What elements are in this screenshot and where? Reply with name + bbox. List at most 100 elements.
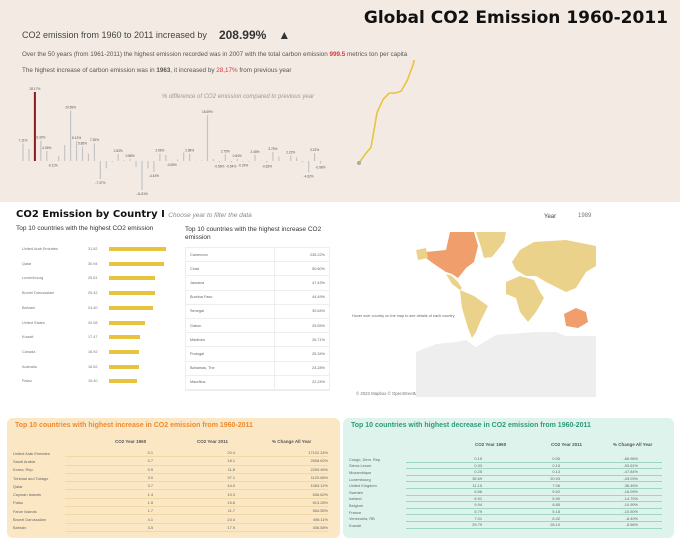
bar-1965[interactable] — [46, 151, 48, 161]
bar-1988[interactable] — [183, 152, 185, 161]
bar-1996[interactable] — [230, 161, 232, 163]
bar-1984[interactable] — [159, 153, 161, 161]
table-row[interactable]: Iceland 6.91 5.90 -14.70% — [349, 496, 662, 503]
country-bar-row[interactable]: Kuwait 17.47 — [22, 332, 141, 342]
table-row[interactable]: Maldives 26.71% — [186, 333, 329, 348]
bar-1989[interactable] — [189, 153, 191, 161]
table-row[interactable]: United Arab Emirates 0.1 20.4 17102.24% — [13, 449, 328, 458]
bar-label: -0.56% — [214, 164, 224, 168]
table-row[interactable]: Kuwait 29.79 28.10 -5.66% — [349, 522, 662, 529]
bar-2003[interactable] — [272, 151, 274, 161]
country-bar-row[interactable]: Qatar 30.94 — [22, 259, 165, 269]
country-bar-row[interactable]: United States 20.08 — [22, 318, 145, 328]
table-row[interactable]: Bahamas, The 24.28% — [186, 361, 329, 376]
table-row[interactable]: Palau 1.5 15.6 613.28% — [13, 499, 328, 508]
bar-1971[interactable] — [81, 146, 84, 161]
year-filter-select[interactable]: 1989 — [578, 213, 592, 219]
bar-1967[interactable] — [58, 156, 60, 161]
bar-2011[interactable] — [319, 161, 322, 164]
bar-1968[interactable] — [64, 145, 66, 161]
bar-1983[interactable] — [153, 161, 155, 172]
bar-1995[interactable] — [224, 154, 226, 161]
bar-1985[interactable] — [165, 154, 167, 161]
start-point[interactable] — [357, 161, 361, 165]
bar-1970[interactable] — [75, 141, 78, 161]
table-row[interactable]: Mozambique 0.25 0.13 -47.84% — [349, 469, 662, 476]
table-row[interactable]: Jamaica 47.43% — [186, 276, 329, 291]
bar-1994[interactable] — [218, 161, 220, 163]
north-america[interactable] — [426, 232, 478, 278]
table-row[interactable]: Portugal 25.34% — [186, 347, 329, 362]
bar-1992[interactable] — [206, 115, 209, 161]
bar-1964[interactable] — [40, 140, 42, 161]
country-bar-row[interactable]: United Arab Emirates 31.82 — [22, 244, 166, 254]
bar-1974[interactable] — [99, 161, 101, 180]
bar-2010[interactable] — [313, 153, 316, 161]
table-row[interactable]: Gabon 29.55% — [186, 318, 329, 334]
south-america[interactable] — [460, 290, 488, 338]
bar-label: 7.28% — [90, 138, 99, 142]
bar-1962[interactable] — [28, 148, 30, 161]
bar-1982[interactable] — [147, 161, 149, 169]
bar-1993[interactable] — [212, 159, 214, 161]
country-bar-row[interactable]: Luxembourg 25.61 — [22, 273, 155, 283]
bar-1977[interactable] — [117, 154, 119, 161]
bar-2009[interactable] — [308, 161, 310, 173]
table-row[interactable]: Saudi Arabia 0.7 18.1 2658.62% — [13, 457, 328, 466]
eurasia[interactable] — [512, 240, 596, 292]
bar-1980[interactable] — [135, 161, 137, 168]
bar-1981[interactable] — [141, 161, 143, 190]
table-row[interactable]: Burkina Faso 44.49% — [186, 290, 329, 305]
table-row[interactable]: Mauritius 22.24% — [186, 375, 329, 390]
greenland[interactable] — [476, 232, 506, 258]
table-row[interactable]: Qatar 3.7 44.0 1083.12% — [13, 482, 328, 491]
country-bar-row[interactable]: Palau 15.40 — [22, 376, 137, 386]
country-bar-row[interactable]: Bahrain 24.40 — [22, 303, 153, 313]
table-row[interactable]: Luxembourg 36.69 20.93 -43.03% — [349, 476, 662, 483]
bar-1976[interactable] — [111, 161, 113, 163]
bar-1969[interactable] — [70, 110, 72, 161]
table-row[interactable]: Sweden 6.56 5.52 -16.09% — [349, 489, 662, 496]
bar-1979[interactable] — [129, 158, 131, 161]
table-row[interactable]: Congo, Dem. Rep. 0.15 0.05 -66.96% — [349, 456, 662, 463]
bar-2006[interactable] — [290, 155, 292, 161]
central-america[interactable] — [446, 274, 462, 290]
country-bar-row[interactable]: Brunei Darussalam 25.42 — [22, 288, 155, 298]
africa[interactable] — [506, 276, 544, 322]
table-row[interactable]: Cayman Islands 1.4 10.3 636.62% — [13, 490, 328, 499]
table-row[interactable]: Senegal 30.64% — [186, 304, 329, 319]
bar-1972[interactable] — [87, 153, 90, 161]
table-row[interactable]: Belgium 9.94 8.85 -10.99% — [349, 502, 662, 509]
bar-2008[interactable] — [302, 161, 304, 163]
table-row[interactable]: Korea, Rep. 0.5 11.8 2259.46% — [13, 466, 328, 474]
bar-1978[interactable] — [123, 160, 125, 161]
country-bar-row[interactable]: Australia 16.52 — [22, 362, 139, 372]
alaska[interactable] — [416, 248, 428, 260]
bar-1997[interactable] — [236, 158, 238, 161]
country-bar-row[interactable]: Canada 16.92 — [22, 347, 140, 357]
table-row[interactable]: Cameroon 235.22% — [186, 248, 329, 263]
table-row[interactable]: France 5.79 5.18 -10.50% — [349, 509, 662, 516]
bar-2007[interactable] — [296, 157, 298, 161]
table-row[interactable]: Sierra Leone 0.33 0.15 -53.61% — [349, 463, 662, 470]
table-row[interactable]: Bahrain 3.5 17.9 406.58% — [13, 524, 328, 532]
bar-1973[interactable] — [93, 143, 95, 161]
bar-1999[interactable] — [248, 161, 250, 162]
table-row[interactable]: Brunei Darussalam 4.1 24.4 498.11% — [13, 515, 328, 524]
world-map[interactable] — [416, 232, 596, 397]
bar-1998[interactable] — [242, 161, 244, 162]
bar-2000[interactable] — [254, 154, 256, 161]
bar-2004[interactable] — [278, 156, 280, 161]
table-row[interactable]: Faroe Islands 1.7 11.7 584.55% — [13, 507, 328, 516]
table-row[interactable]: United Kingdom 11.15 7.06 -36.46% — [349, 482, 662, 489]
bar-2002[interactable] — [266, 161, 268, 163]
bar-1975[interactable] — [105, 161, 107, 169]
table-row[interactable]: Venezuela, RB 7.01 6.42 -8.40% — [349, 515, 662, 522]
country-name: Congo, Dem. Rep. — [349, 456, 382, 462]
table-row[interactable]: Chad 50.60% — [186, 262, 329, 277]
bar-1961[interactable] — [22, 143, 24, 161]
bar-1987[interactable] — [177, 159, 179, 161]
bar-1963[interactable] — [33, 91, 36, 161]
table-row[interactable]: Trinidad and Tobago 3.0 37.1 1120.68% — [13, 474, 328, 483]
australia[interactable] — [564, 308, 588, 328]
